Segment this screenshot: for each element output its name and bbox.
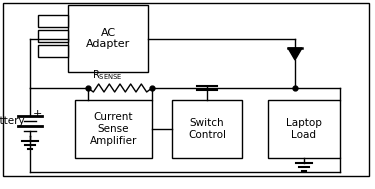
Bar (68, 5, 148, 72)
Text: Laptop
Load: Laptop Load (286, 118, 322, 140)
Text: Switch
Control: Switch Control (188, 118, 226, 140)
Text: Battery: Battery (0, 116, 25, 126)
Bar (172, 100, 242, 158)
Text: Current
Sense
Amplifier: Current Sense Amplifier (90, 112, 137, 146)
Bar (268, 100, 340, 158)
Bar (38, 30, 68, 42)
Bar (75, 100, 152, 158)
Text: AC
Adapter: AC Adapter (86, 28, 130, 49)
Text: R$_{\rm SENSE}$: R$_{\rm SENSE}$ (92, 68, 123, 82)
Polygon shape (288, 48, 302, 60)
Bar (38, 45, 68, 57)
Bar (38, 15, 68, 27)
Text: +: + (33, 109, 42, 119)
